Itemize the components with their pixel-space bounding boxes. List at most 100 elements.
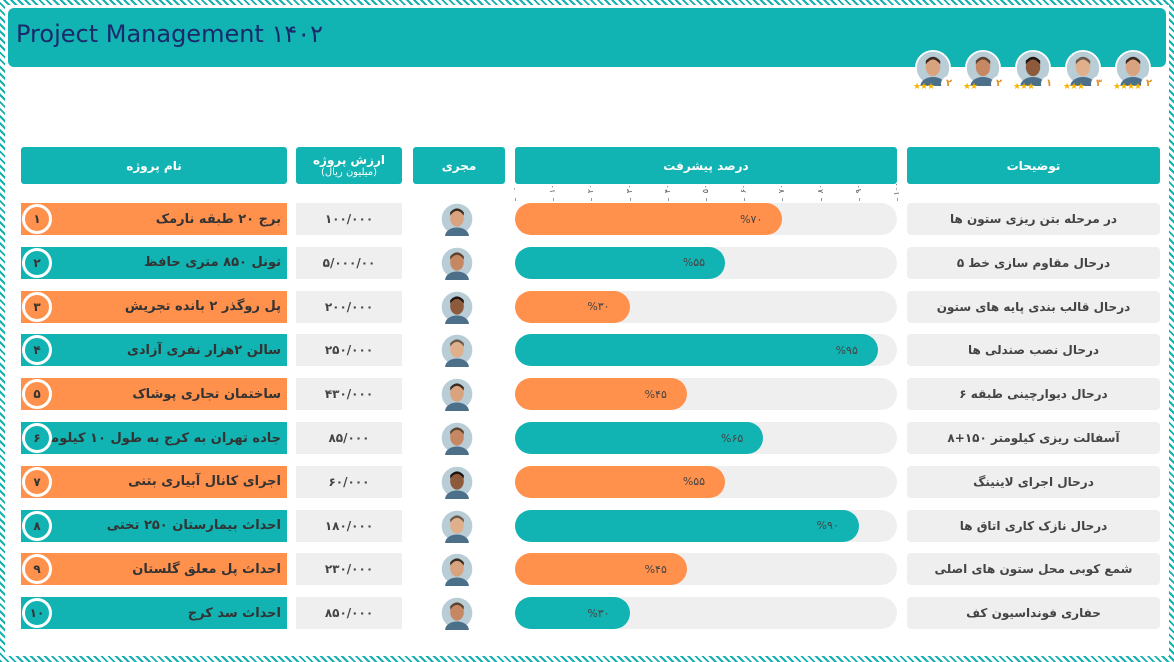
project-value: ۸۵۰/۰۰۰: [296, 597, 402, 630]
row-number: ۴: [22, 335, 52, 366]
progress-bar: [515, 378, 687, 411]
progress-bar: [515, 290, 630, 323]
progress-label: %۳۰: [587, 300, 610, 314]
notes: در مرحله بتن ریزی ستون ها: [907, 203, 1160, 235]
star: ★: [963, 82, 972, 92]
avatar: [1115, 50, 1151, 95]
avatar-image: [440, 333, 474, 376]
project-name: جاده تهران به کرج به طول ۱۰ کیلومتر: [21, 422, 287, 454]
star: ★: [1020, 82, 1029, 92]
notes: درحال قالب بندی پایه های ستون: [907, 290, 1160, 323]
progress-bar: [515, 334, 878, 367]
progress-bar: [515, 246, 726, 279]
team-count: ۳: [1091, 76, 1107, 92]
row-number: ۷: [22, 466, 52, 497]
star: ★: [927, 82, 936, 92]
avatar: [440, 289, 474, 333]
avatar-image: [440, 596, 474, 639]
tick-label: ۹۰: [853, 184, 863, 194]
avatar: [440, 508, 474, 552]
notes: آسفالت ریزی کیلومتر ۱۵۰+۸: [907, 422, 1160, 454]
avatar: [440, 464, 474, 508]
header-text: ارزش پروژه: [312, 153, 386, 167]
row-number: ۳: [22, 291, 52, 322]
tick-mark: [897, 198, 898, 201]
progress-label: %۳۰: [587, 606, 610, 620]
tick-mark: [667, 198, 669, 201]
project-value: ۴۳۰/۰۰۰: [296, 378, 402, 411]
notes: درحال نازک کاری اتاق ها: [907, 509, 1160, 542]
tick-label: ۷۰: [777, 184, 787, 194]
project-name: احداث پل معلق گلستان: [21, 553, 287, 586]
team-count: ۲: [941, 76, 957, 92]
progress-bar: [515, 509, 859, 542]
avatar-image: [1115, 50, 1151, 95]
avatar: [440, 377, 474, 420]
project-name: برج ۲۰ طبقه نارمک: [21, 203, 287, 235]
tick-label: ۳۰: [624, 184, 634, 194]
progress-label: %۴۵: [644, 562, 667, 576]
avatar-image: [440, 245, 474, 289]
team-count: ۲: [991, 76, 1007, 92]
star: ★: [970, 82, 979, 92]
tick-label: ۸۰: [815, 184, 825, 194]
project-value: ۸۵/۰۰۰: [296, 422, 402, 454]
project-name: احداث سد کرج: [21, 597, 287, 630]
panel: [5, 5, 1169, 656]
avatar-image: [440, 508, 474, 552]
star: ★: [1063, 82, 1072, 92]
header-cell: نام پروژه: [21, 147, 287, 184]
avatar-image: [440, 464, 474, 508]
project-value: ۲۵۰/۰۰۰: [296, 334, 402, 367]
star: ★: [1077, 82, 1086, 92]
avatar: [440, 552, 474, 595]
tick-label: ۱۰: [548, 184, 558, 194]
star: ★: [1134, 82, 1143, 92]
title: Project Management ۱۴۰۲: [16, 20, 324, 48]
notes: درحال مقاوم سازی خط ۵: [907, 246, 1160, 279]
tick-label: ۱۰۰: [892, 182, 901, 196]
avatar-image: [440, 552, 474, 595]
progress-bar: [515, 422, 764, 454]
star: ★: [1127, 82, 1136, 92]
star: ★: [920, 82, 929, 92]
progress-label: %۹۰: [816, 519, 839, 533]
project-value: ۵/۰۰۰/۰۰: [296, 246, 402, 279]
progress-bar: [515, 465, 726, 498]
row-number: ۵: [22, 379, 52, 410]
progress-label: %۵۵: [682, 475, 706, 489]
star: ★: [913, 82, 922, 92]
tick-mark: [629, 198, 631, 201]
project-name: احداث بیمارستان ۲۵۰ تختی: [21, 509, 287, 542]
team-count: ۱: [1041, 76, 1057, 92]
tick-label: ۶۰: [739, 184, 749, 194]
tick-mark: [744, 198, 746, 201]
tick-mark: [591, 198, 593, 201]
avatar: [440, 596, 474, 639]
project-name: ساختمان تجاری پوشاک: [21, 378, 287, 411]
progress-label: %۶۵: [721, 431, 744, 445]
project-name: پل روگذر ۲ بانده تجریش: [21, 290, 287, 323]
tick-mark: [820, 198, 822, 201]
tick-label: ۲۰: [586, 184, 596, 194]
avatar-image: [440, 289, 474, 333]
header-unit: (میلیون ریال): [320, 167, 378, 178]
project-value: ۱۰۰/۰۰۰: [296, 203, 402, 235]
avatar: [1065, 50, 1101, 95]
project-value: ۲۳۰/۰۰۰: [296, 553, 402, 586]
progress-label: %۴۵: [644, 387, 667, 401]
project-value: ۶۰/۰۰۰: [296, 465, 402, 498]
star: ★: [1027, 82, 1036, 92]
star: ★: [1120, 82, 1129, 92]
avatar: [440, 421, 474, 464]
row-number: ۸: [22, 510, 52, 541]
row-number: ۱: [22, 204, 52, 234]
star: ★: [1013, 82, 1022, 92]
tick-mark: [515, 198, 516, 201]
notes: درحال نصب صندلی ها: [907, 334, 1160, 367]
tick-mark: [553, 198, 555, 201]
tick-mark: [858, 198, 860, 201]
notes: درحال دیوارچینی طبقه ۶: [907, 378, 1160, 411]
header-cell: ارزش پروژه (میلیون ریال): [296, 147, 402, 184]
